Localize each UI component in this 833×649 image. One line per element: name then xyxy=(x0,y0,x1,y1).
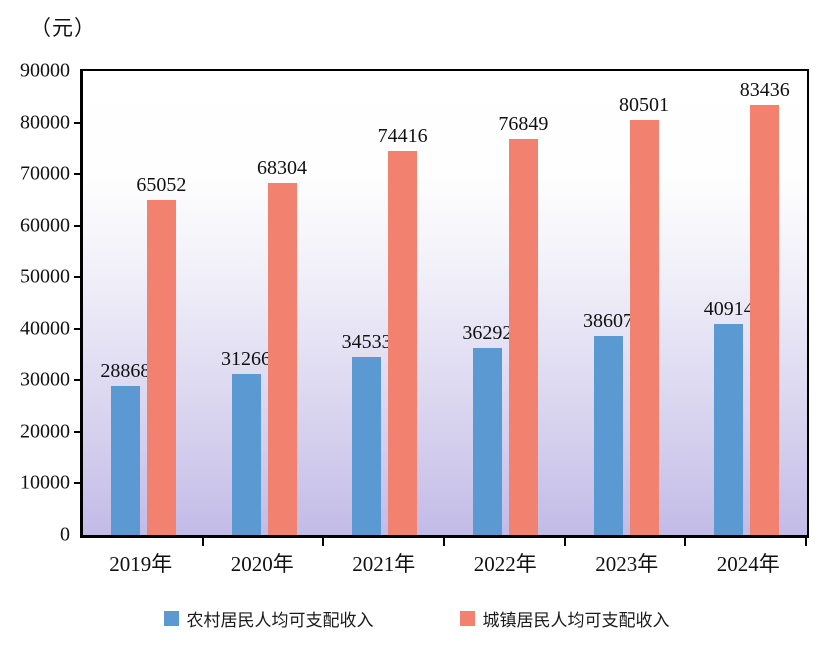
y-axis-tick-mark xyxy=(74,224,80,227)
y-axis-tick-mark xyxy=(74,379,80,382)
category-cell: 31266 68304 xyxy=(204,71,325,535)
legend-swatch-rural-icon xyxy=(163,611,179,626)
x-axis-tick-label: 2021年 xyxy=(352,552,416,576)
x-axis-tick-mark xyxy=(443,538,445,546)
bar-rural-2024年: 40914 xyxy=(704,298,754,535)
bar-urban-2022年: 76849 xyxy=(498,113,548,535)
y-axis-tick-mark xyxy=(74,121,80,124)
x-axis-tick-label: 2019年 xyxy=(109,552,173,576)
bar-rural-2020年: 31266 xyxy=(221,348,271,535)
y-axis-labels: 0 10000 20000 30000 40000 50000 60000 70000 8000… xyxy=(0,60,70,546)
y-axis-tick-mark xyxy=(74,482,80,485)
bar-value-label: 28868 xyxy=(100,360,151,383)
y-axis-tick-mark xyxy=(74,327,80,330)
category-cell: 34533 74416 xyxy=(324,71,445,535)
categories-row: 28868 65052 31266 68304 34533 74416 36292 76849… xyxy=(83,71,807,535)
bar-rural-2019年: 28868 xyxy=(100,360,150,535)
y-axis-tick-label: 10000 xyxy=(20,471,70,494)
bar-value-label: 36292 xyxy=(462,321,513,344)
y-axis-tick-label: 90000 xyxy=(20,59,70,82)
bar-value-label: 76849 xyxy=(498,112,549,135)
legend-item-rural: 农村居民人均可支配收入 xyxy=(163,606,374,631)
bar-value-label: 80501 xyxy=(619,93,670,116)
bar-rural-2021年: 34533 xyxy=(342,331,392,535)
x-axis-tick-label: 2020年 xyxy=(230,552,294,576)
y-axis-tick-mark xyxy=(74,173,80,176)
x-axis-tick-mark xyxy=(805,538,807,546)
x-axis-tick-label: 2023年 xyxy=(595,552,659,576)
legend-swatch-urban-icon xyxy=(459,611,475,626)
x-axis-tick-label: 2022年 xyxy=(473,552,537,576)
y-axis-tick-label: 30000 xyxy=(20,368,70,391)
category-cell: 38607 80501 xyxy=(566,71,687,535)
x-axis-tick-mark xyxy=(322,538,325,546)
x-axis-labels: 2019年 2020年 2021年 2022年 2023年 2024年 xyxy=(80,548,809,578)
y-axis-tick-label: 0 xyxy=(60,523,70,546)
bar-rural-2022年: 36292 xyxy=(462,322,512,535)
bar-value-label: 83436 xyxy=(739,78,790,101)
category-cell: 40914 83436 xyxy=(686,71,807,535)
plot-area: 28868 65052 31266 68304 34533 74416 36292 76849… xyxy=(74,69,809,546)
bar-urban-2023年: 80501 xyxy=(619,94,669,535)
chart-legend: 农村居民人均可支配收入 城镇居民人均可支配收入 xyxy=(0,606,833,631)
bar-urban-2020年: 68304 xyxy=(257,157,307,535)
bar-rural-2023年: 38607 xyxy=(583,310,633,535)
y-axis-tick-mark xyxy=(74,276,80,279)
y-axis-tick-label: 70000 xyxy=(20,162,70,185)
legend-label-urban: 城镇居民人均可支配收入 xyxy=(482,611,670,630)
y-axis-tick-mark xyxy=(74,430,80,433)
x-axis-tick-mark xyxy=(563,538,566,546)
x-axis-tick-mark xyxy=(201,538,204,546)
x-axis-tick-label: 2024年 xyxy=(716,552,780,576)
bar-value-label: 68304 xyxy=(257,156,307,179)
bar-value-label: 65052 xyxy=(136,173,187,196)
y-axis-tick-label: 20000 xyxy=(20,420,70,443)
bar-value-label: 38607 xyxy=(583,309,634,332)
bar-value-label: 74416 xyxy=(377,125,428,148)
y-axis-tick-label: 40000 xyxy=(20,317,70,340)
legend-item-urban: 城镇居民人均可支配收入 xyxy=(459,606,670,631)
bar-urban-2024年: 83436 xyxy=(740,79,790,535)
y-axis-tick-label: 50000 xyxy=(20,265,70,288)
bar-value-label: 31266 xyxy=(221,347,271,370)
bar-urban-2021年: 74416 xyxy=(378,125,428,535)
legend-label-rural: 农村居民人均可支配收入 xyxy=(186,611,374,630)
y-axis-tick-label: 80000 xyxy=(20,111,70,134)
y-axis-unit-label: （元） xyxy=(30,16,96,40)
category-cell: 36292 76849 xyxy=(445,71,566,535)
x-axis-tick-mark xyxy=(684,538,687,546)
bar-value-label: 40914 xyxy=(703,298,754,321)
y-axis-tick-label: 60000 xyxy=(20,214,70,237)
category-cell: 28868 65052 xyxy=(83,71,204,535)
bar-value-label: 34533 xyxy=(341,330,392,353)
bar-urban-2019年: 65052 xyxy=(136,174,186,535)
